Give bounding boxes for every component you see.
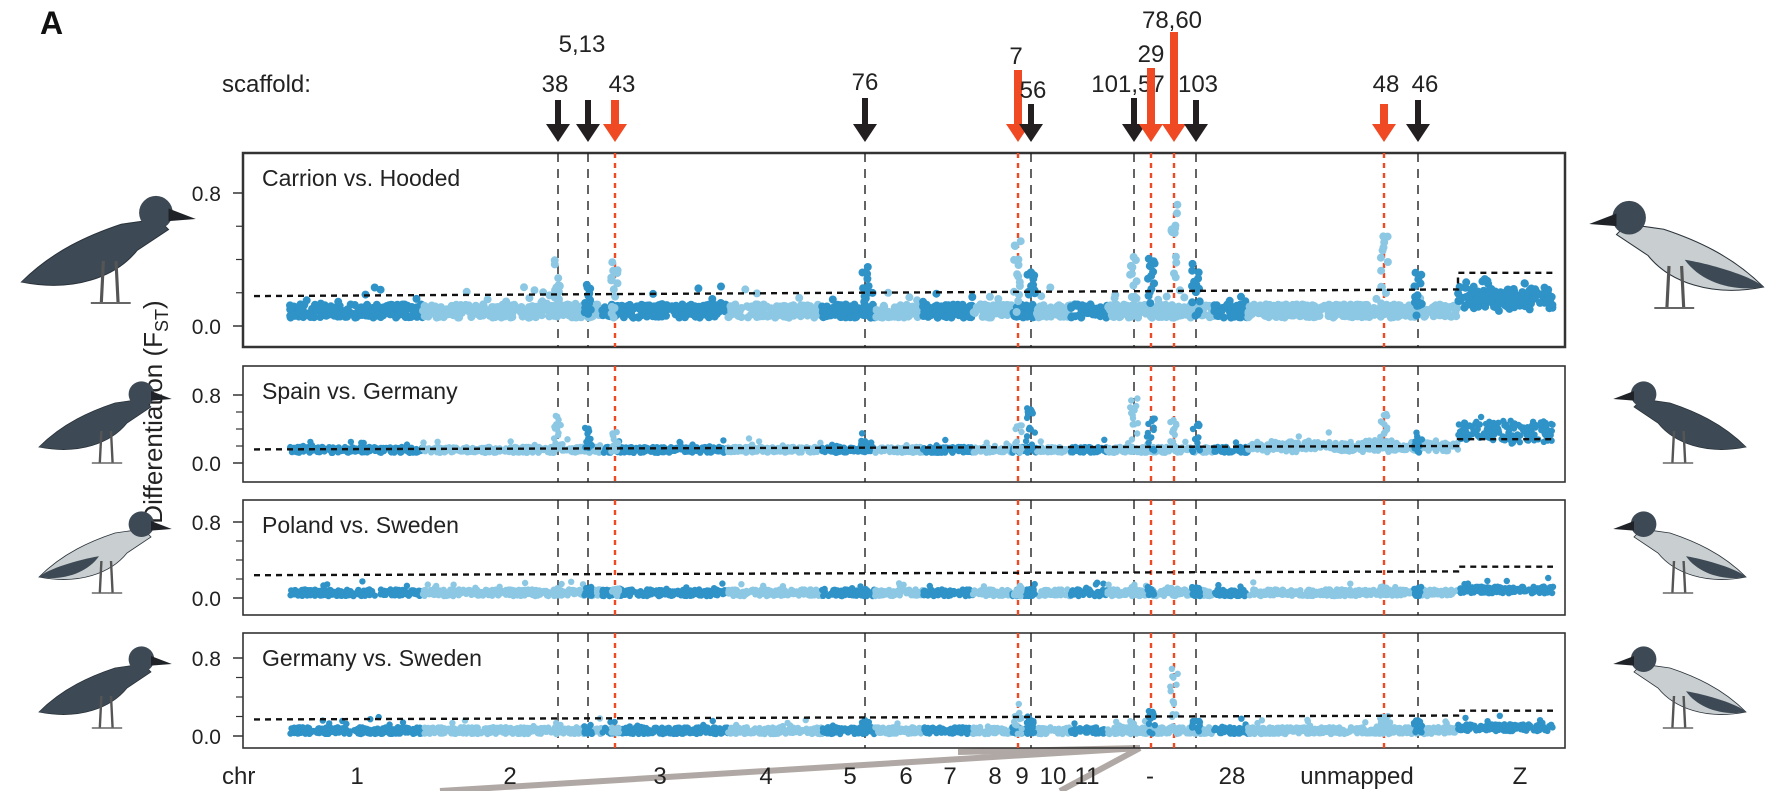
scaffold-label: 43 bbox=[609, 71, 636, 98]
scaffold-arrow-103 bbox=[1184, 100, 1208, 142]
panel-title: Poland vs. Sweden bbox=[262, 512, 459, 538]
chromosome-label: 9 bbox=[1015, 763, 1028, 790]
chromosome-labels: 1 2 3 4 5 6 7 8 9 10 11 - 28 unmapped Z bbox=[350, 763, 1527, 790]
y-tick-label: 0.0 bbox=[192, 453, 221, 476]
panel-frame bbox=[242, 632, 1566, 749]
chromosome-label: 28 bbox=[1219, 763, 1246, 790]
panel-1: 0.0 0.8 Carrion vs. Hooded bbox=[192, 151, 1567, 349]
chromosome-label: 2 bbox=[503, 763, 516, 790]
significance-threshold-line bbox=[253, 709, 1553, 721]
hooded-crow-left-3 bbox=[38, 511, 172, 594]
scaffold-label: 76 bbox=[852, 69, 879, 96]
panel-4: 0.0 0.8 Germany vs. Sweden bbox=[192, 632, 1566, 749]
chromosome-label: unmapped bbox=[1300, 763, 1413, 790]
chromosome-label: 7 bbox=[943, 763, 956, 790]
fst-points bbox=[286, 200, 1557, 322]
y-axis-label-close: ) bbox=[138, 300, 168, 309]
chromosome-label: 5 bbox=[843, 763, 856, 790]
crow-left-2 bbox=[38, 381, 172, 464]
chromosome-label: Z bbox=[1513, 763, 1528, 790]
scaffold-arrow-48 bbox=[1372, 104, 1396, 142]
panel-3: 0.0 0.8 Poland vs. Sweden bbox=[192, 499, 1566, 616]
chromosome-label: 6 bbox=[899, 763, 912, 790]
y-tick-label: 0.0 bbox=[192, 726, 221, 749]
fst-points bbox=[287, 665, 1556, 738]
crow-left-4 bbox=[38, 646, 172, 729]
chromosome-label: - bbox=[1146, 763, 1154, 790]
chromosome-label: 1 bbox=[350, 763, 363, 790]
panel-letter: A bbox=[40, 5, 63, 41]
scaffold-label: 29 bbox=[1138, 41, 1165, 68]
chromosome-label: 4 bbox=[759, 763, 772, 790]
panel-title: Germany vs. Sweden bbox=[262, 645, 482, 671]
zoom-link-lines bbox=[439, 745, 1142, 791]
hooded-crow-right-3 bbox=[1613, 511, 1747, 594]
scaffold-arrow-38 bbox=[546, 100, 570, 142]
scaffold-label: 56 bbox=[1020, 77, 1047, 104]
chromosome-label: 3 bbox=[653, 763, 666, 790]
scaffold-arrow-5-13 bbox=[576, 100, 600, 142]
scaffold-label: 48 bbox=[1373, 71, 1400, 98]
y-axis-label-sub: ST bbox=[152, 309, 172, 332]
scaffold-arrow-101-57 bbox=[1122, 98, 1146, 142]
y-axis-label: Differentiation (FST) bbox=[138, 300, 172, 523]
panel-frame bbox=[241, 151, 1567, 349]
panel-frame bbox=[242, 499, 1566, 616]
panel-frame bbox=[242, 365, 1566, 483]
scaffold-label: scaffold: bbox=[222, 71, 311, 98]
y-tick-label: 0.8 bbox=[192, 385, 221, 408]
significance-threshold-line bbox=[253, 565, 1553, 577]
scaffold-label: 46 bbox=[1412, 71, 1439, 98]
y-tick-label: 0.8 bbox=[192, 512, 221, 535]
crow-illustrations bbox=[20, 195, 1765, 729]
carrion-crow-left-1 bbox=[20, 195, 196, 305]
chromosome-label: 10 bbox=[1040, 763, 1067, 790]
panel-2: 0.0 0.8 Spain vs. Germany bbox=[192, 365, 1566, 483]
significance-threshold-line bbox=[253, 271, 1553, 298]
y-tick-label: 0.0 bbox=[192, 588, 221, 611]
fst-points bbox=[287, 574, 1557, 600]
scaffold-label: 103 bbox=[1178, 71, 1218, 98]
scaffold-arrow-29 bbox=[1139, 68, 1163, 142]
scaffold-label: 38 bbox=[542, 71, 569, 98]
hooded-crow-right-4 bbox=[1613, 646, 1747, 729]
scaffold-arrow-43 bbox=[603, 100, 627, 142]
scaffold-label: 5,13 bbox=[559, 31, 606, 58]
y-tick-label: 0.8 bbox=[192, 183, 221, 206]
scaffold-label: 7 bbox=[1009, 43, 1022, 70]
hooded-crow-right-1 bbox=[1589, 200, 1765, 310]
scaffold-label: 78,60 bbox=[1142, 7, 1202, 34]
chr-label: chr bbox=[222, 763, 255, 790]
scaffold-arrow-56 bbox=[1019, 104, 1043, 142]
scaffold-arrow-76 bbox=[853, 98, 877, 142]
chromosome-label: 11 bbox=[1075, 763, 1100, 790]
scaffold-arrow-46 bbox=[1406, 100, 1430, 142]
panels: 0.0 0.8 Carrion vs. Hooded 0.0 0.8 Spain vs. … bbox=[192, 151, 1567, 749]
crow-right-2 bbox=[1613, 381, 1747, 464]
panel-title: Carrion vs. Hooded bbox=[262, 165, 460, 191]
y-axis-label-main: Differentiation (F bbox=[138, 332, 168, 524]
panel-title: Spain vs. Germany bbox=[262, 378, 458, 404]
chromosome-label: 8 bbox=[988, 763, 1001, 790]
scaffold-arrow-78-60 bbox=[1162, 32, 1186, 142]
y-tick-label: 0.8 bbox=[192, 648, 221, 671]
y-tick-label: 0.0 bbox=[192, 316, 221, 339]
significance-threshold-line bbox=[253, 438, 1553, 451]
